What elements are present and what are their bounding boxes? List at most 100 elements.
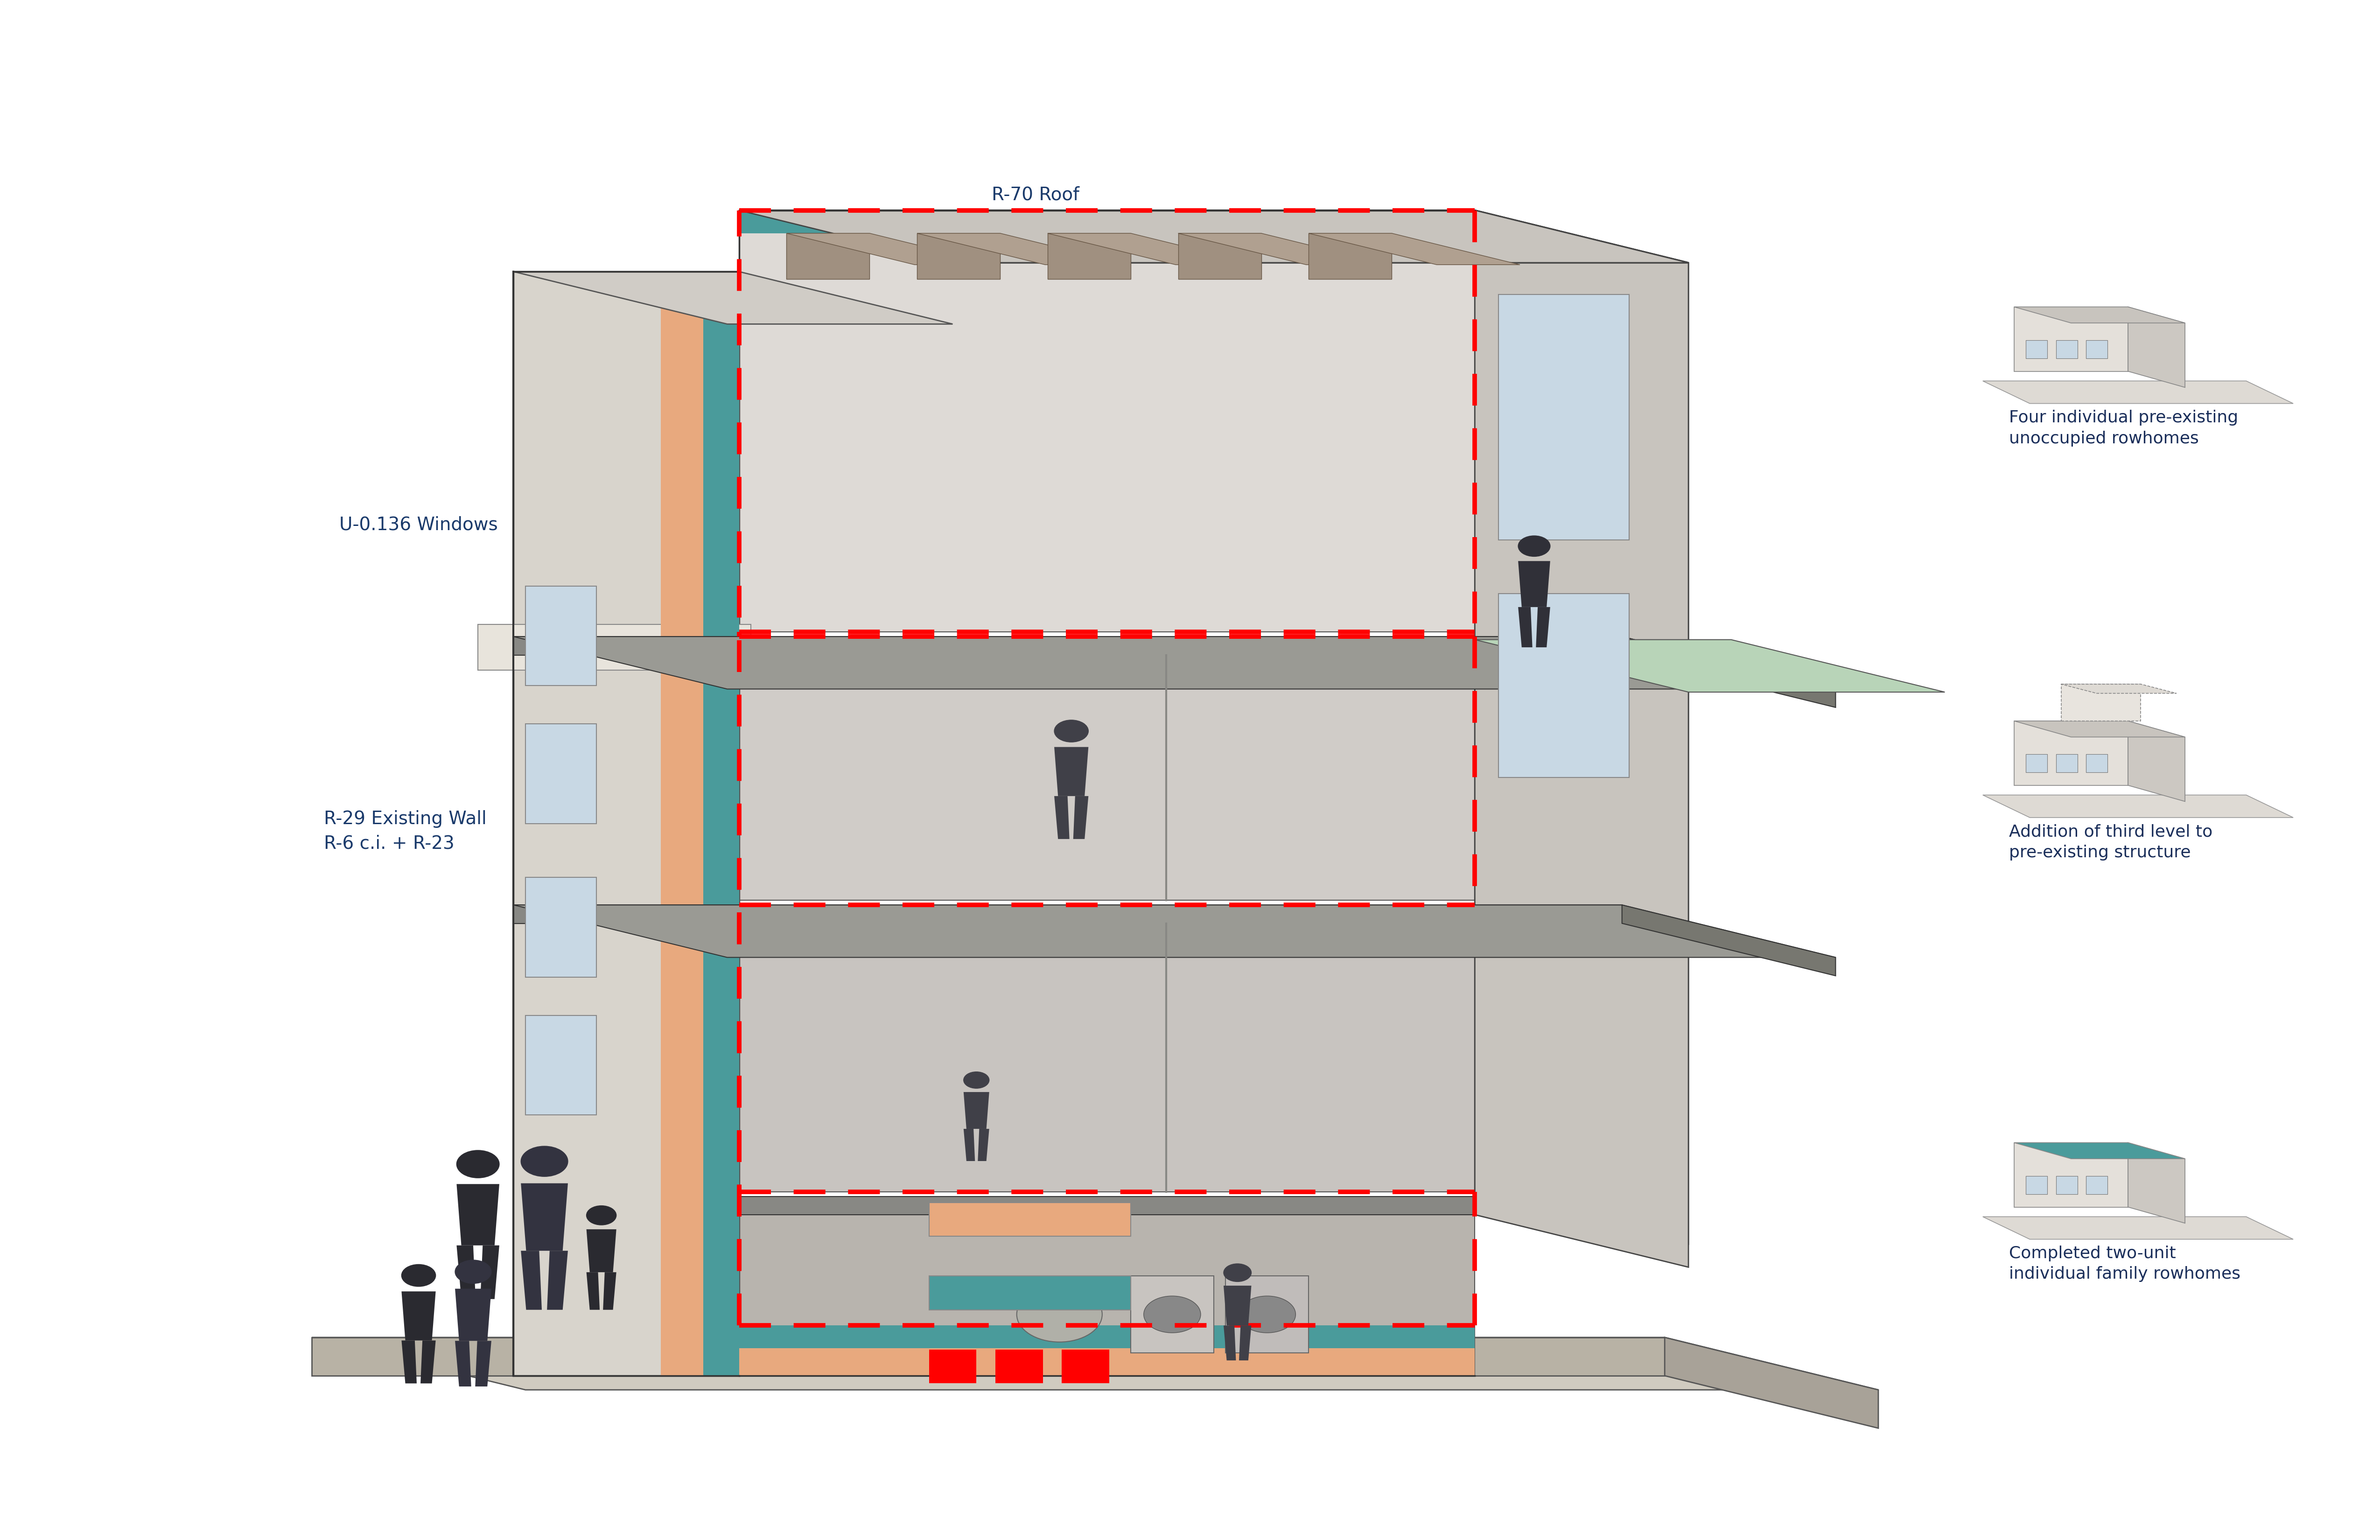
Bar xyxy=(2087,755,2106,773)
Text: Addition of third level to
pre-existing structure: Addition of third level to pre-existing … xyxy=(2009,824,2213,861)
Polygon shape xyxy=(2013,721,2128,785)
Bar xyxy=(526,724,597,824)
Bar xyxy=(2056,340,2078,359)
Bar xyxy=(1499,294,1628,541)
Polygon shape xyxy=(1664,1337,1878,1428)
Polygon shape xyxy=(740,211,1476,233)
Text: NEW INSULATED SHELL: NEW INSULATED SHELL xyxy=(1159,1284,1380,1301)
Polygon shape xyxy=(1054,796,1069,839)
Polygon shape xyxy=(312,1337,1878,1389)
Text: R-17 Basement: R-17 Basement xyxy=(919,1198,1057,1217)
Polygon shape xyxy=(916,233,1128,265)
Polygon shape xyxy=(1047,233,1259,265)
Bar xyxy=(928,1203,1130,1237)
Circle shape xyxy=(455,1260,490,1283)
Polygon shape xyxy=(547,1250,569,1311)
Polygon shape xyxy=(964,1092,990,1129)
Polygon shape xyxy=(1476,924,1623,1192)
Polygon shape xyxy=(2128,721,2185,801)
Polygon shape xyxy=(740,211,1476,631)
Text: R-30 New Wall
R-7 c.i. + R-23: R-30 New Wall R-7 c.i. + R-23 xyxy=(1535,687,1664,730)
Polygon shape xyxy=(1047,233,1130,279)
Bar xyxy=(995,1349,1042,1383)
Polygon shape xyxy=(1476,211,1687,1267)
Polygon shape xyxy=(1309,233,1521,265)
Text: R-65 Roof Deck
R-35 c.i. + R-30: R-65 Roof Deck R-35 c.i. + R-30 xyxy=(1535,373,1676,416)
Polygon shape xyxy=(476,1341,490,1386)
Polygon shape xyxy=(964,1129,976,1161)
Polygon shape xyxy=(1054,747,1088,796)
Polygon shape xyxy=(2013,306,2128,371)
Polygon shape xyxy=(585,1272,600,1311)
Polygon shape xyxy=(521,1183,569,1250)
Polygon shape xyxy=(740,1215,1476,1375)
Polygon shape xyxy=(740,211,1687,263)
Polygon shape xyxy=(2013,1143,2128,1207)
Polygon shape xyxy=(1178,233,1261,279)
Polygon shape xyxy=(1476,654,1511,1192)
Polygon shape xyxy=(602,1272,616,1311)
Polygon shape xyxy=(2061,684,2175,693)
Polygon shape xyxy=(704,271,740,1375)
Circle shape xyxy=(1016,1287,1102,1341)
Circle shape xyxy=(585,1206,616,1224)
Polygon shape xyxy=(740,654,1476,901)
Text: PRE-EXISTING SHELL: PRE-EXISTING SHELL xyxy=(1159,1212,1357,1227)
Circle shape xyxy=(1223,1264,1252,1281)
Polygon shape xyxy=(1223,1286,1252,1326)
Polygon shape xyxy=(1623,636,1835,707)
Polygon shape xyxy=(521,1250,543,1311)
Polygon shape xyxy=(740,211,1687,263)
Text: R-29 Existing Wall
R-6 c.i. + R-23: R-29 Existing Wall R-6 c.i. + R-23 xyxy=(324,810,486,853)
Polygon shape xyxy=(2128,1143,2185,1223)
Polygon shape xyxy=(2061,684,2142,721)
Text: R-70 Roof: R-70 Roof xyxy=(992,186,1081,203)
Polygon shape xyxy=(514,636,1835,688)
Polygon shape xyxy=(402,1292,436,1340)
Bar xyxy=(526,587,597,685)
Polygon shape xyxy=(1511,654,1554,1192)
Polygon shape xyxy=(478,624,752,670)
Polygon shape xyxy=(1476,211,1687,1244)
Polygon shape xyxy=(1983,380,2294,403)
Polygon shape xyxy=(1983,1217,2294,1240)
Text: R-17 Slab: R-17 Slab xyxy=(1428,915,1514,932)
Polygon shape xyxy=(662,271,704,1375)
Polygon shape xyxy=(1240,1326,1252,1360)
Polygon shape xyxy=(740,1197,1476,1215)
Circle shape xyxy=(457,1150,500,1178)
Polygon shape xyxy=(312,1337,1664,1375)
Polygon shape xyxy=(455,1289,490,1341)
Bar xyxy=(2025,340,2047,359)
Circle shape xyxy=(1054,721,1088,742)
Polygon shape xyxy=(1476,654,1623,901)
Polygon shape xyxy=(421,1340,436,1383)
Polygon shape xyxy=(1178,233,1390,265)
Polygon shape xyxy=(2013,306,2185,323)
Circle shape xyxy=(1238,1297,1295,1332)
Polygon shape xyxy=(457,1184,500,1246)
Bar xyxy=(2056,1175,2078,1194)
Polygon shape xyxy=(514,271,952,323)
Bar xyxy=(1061,1349,1109,1383)
Circle shape xyxy=(402,1264,436,1286)
Bar xyxy=(2056,755,2078,773)
Bar xyxy=(526,1015,597,1115)
Polygon shape xyxy=(1309,233,1392,279)
Polygon shape xyxy=(514,636,1623,654)
Circle shape xyxy=(521,1146,569,1177)
Polygon shape xyxy=(740,1324,1476,1348)
Bar xyxy=(1499,593,1628,778)
Polygon shape xyxy=(916,233,1000,279)
Polygon shape xyxy=(514,271,740,1375)
Polygon shape xyxy=(740,1348,1476,1375)
Bar xyxy=(2087,1175,2106,1194)
Text: Completed two-unit
individual family rowhomes: Completed two-unit individual family row… xyxy=(2009,1246,2240,1283)
Polygon shape xyxy=(481,1246,500,1300)
Bar xyxy=(1226,1277,1309,1352)
Bar xyxy=(2025,755,2047,773)
Bar xyxy=(928,1349,976,1383)
Polygon shape xyxy=(1073,796,1088,839)
Polygon shape xyxy=(1223,1326,1235,1360)
Polygon shape xyxy=(1983,795,2294,818)
